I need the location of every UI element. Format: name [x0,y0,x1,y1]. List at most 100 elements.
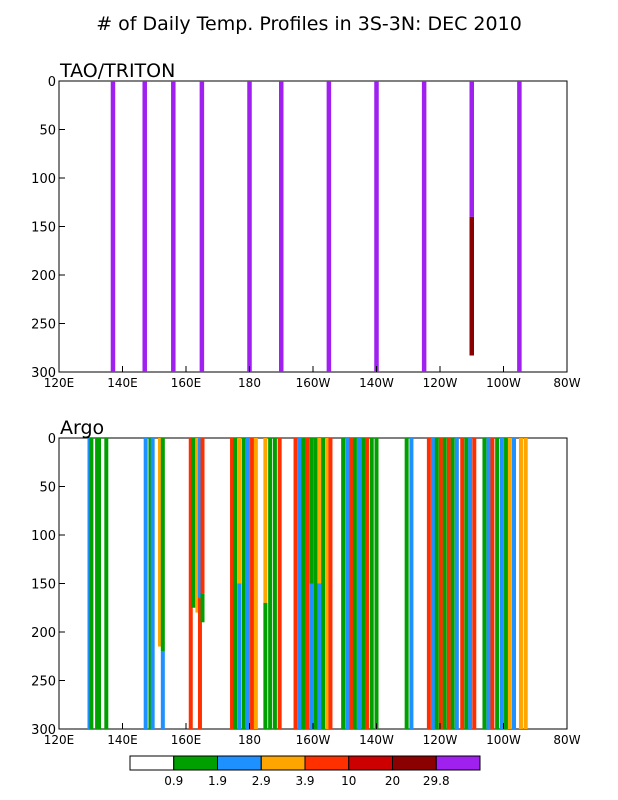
bar-segment [321,438,326,729]
bar-segment [438,438,443,729]
bar-segment [263,438,268,603]
bar-segment [199,81,205,372]
y-tick-label: 150 [31,221,56,236]
bar-segment [104,438,109,729]
y-tick-label: 300 [31,366,56,381]
legend-label: 2.9 [252,774,271,788]
bar-segment [464,438,469,729]
panel-label: TAO/TRITON [59,60,175,82]
bar-segment [404,438,409,729]
bar-segment [250,438,255,729]
bar-segment [200,593,205,623]
y-tick-label: 100 [31,529,56,544]
legend-swatch [173,755,218,771]
bar-segment [148,438,153,729]
bar-segment [293,438,298,729]
y-tick-label: 150 [31,578,56,593]
bar-segment [328,438,333,729]
bar-segment [279,81,284,372]
y-tick-label: 50 [39,124,56,139]
bar-segment [507,438,512,729]
y-tick-label: 50 [39,481,56,496]
bar-segment [426,438,431,729]
x-tick-label: 160W [296,376,331,390]
bar-segment [268,438,273,729]
bar-segment [490,438,495,729]
bar-segment [237,583,242,729]
y-tick-label: 200 [31,269,56,284]
x-tick-label: 180 [238,376,261,390]
bar-segment [499,438,504,729]
legend-label: 20 [385,774,400,788]
bar-segment [454,438,459,729]
bar-segment [431,438,436,729]
bar-segment [241,438,246,729]
bar-segment [171,81,176,372]
bar-segment [150,438,155,729]
x-tick-label: 140W [359,733,394,747]
bar-segment [349,438,354,729]
bar-segment [482,438,487,729]
bar-segment [247,81,252,372]
bar-segment [469,81,474,217]
x-tick-label: 160W [296,733,331,747]
figure-title: # of Daily Temp. Profiles in 3S-3N: DEC … [96,13,522,35]
x-tick-label: 120E [44,733,75,747]
bar-segment [89,438,94,729]
x-tick-label: 160E [171,733,202,747]
legend-swatch [260,755,306,771]
bar-segment [325,438,330,729]
legend-swatch [304,755,350,771]
bar-segment [197,438,202,599]
legend-swatch [217,755,262,771]
bar-segment [409,438,414,729]
y-tick-label: 250 [31,318,56,333]
bar-segment [200,438,205,594]
bar-segment [486,438,491,729]
bar-segment [357,438,362,729]
bar-segment [326,81,332,372]
bar-segment [317,438,322,584]
y-tick-label: 0 [48,432,56,447]
bar-segment [245,438,250,729]
bar-segment [97,438,101,729]
bar-segment [110,81,116,372]
bar-segment [434,438,439,729]
bar-segment [374,438,379,729]
x-tick-label: 180 [238,733,261,747]
color-legend: 0.9 1.9 2.9 3.9 10 20 29.8 [129,755,481,788]
bar-segment [160,651,165,729]
x-tick-label: 100W [486,733,521,747]
plot-frame [58,80,568,373]
bar-segment [237,438,242,584]
bar-segment [421,81,427,372]
x-tick-label: 160E [171,376,202,390]
bar-segment [369,438,374,729]
x-tick-label: 140E [107,376,138,390]
legend-swatch [435,755,481,771]
bar-segment [468,438,473,729]
x-tick-label: 140E [107,733,138,747]
x-tick-label: 120E [44,376,75,390]
y-tick-label: 0 [48,75,56,90]
bar-segment [345,438,350,729]
bar-segment [442,438,447,729]
bar-segment [361,438,366,729]
bar-segment [518,438,523,729]
bar-segment [469,216,474,356]
x-tick-label: 140W [359,376,394,390]
x-tick-label: 120W [423,376,458,390]
x-tick-label: 100W [486,376,521,390]
bar-segment [305,438,310,729]
bar-segment [188,438,193,729]
bar-segment [309,583,314,729]
bar-segment [309,438,314,584]
bar-segment [195,438,200,613]
legend-label: 0.9 [164,774,183,788]
bar-segment [374,81,379,372]
legend-label: 29.8 [423,774,450,788]
bar-segment [253,438,258,729]
